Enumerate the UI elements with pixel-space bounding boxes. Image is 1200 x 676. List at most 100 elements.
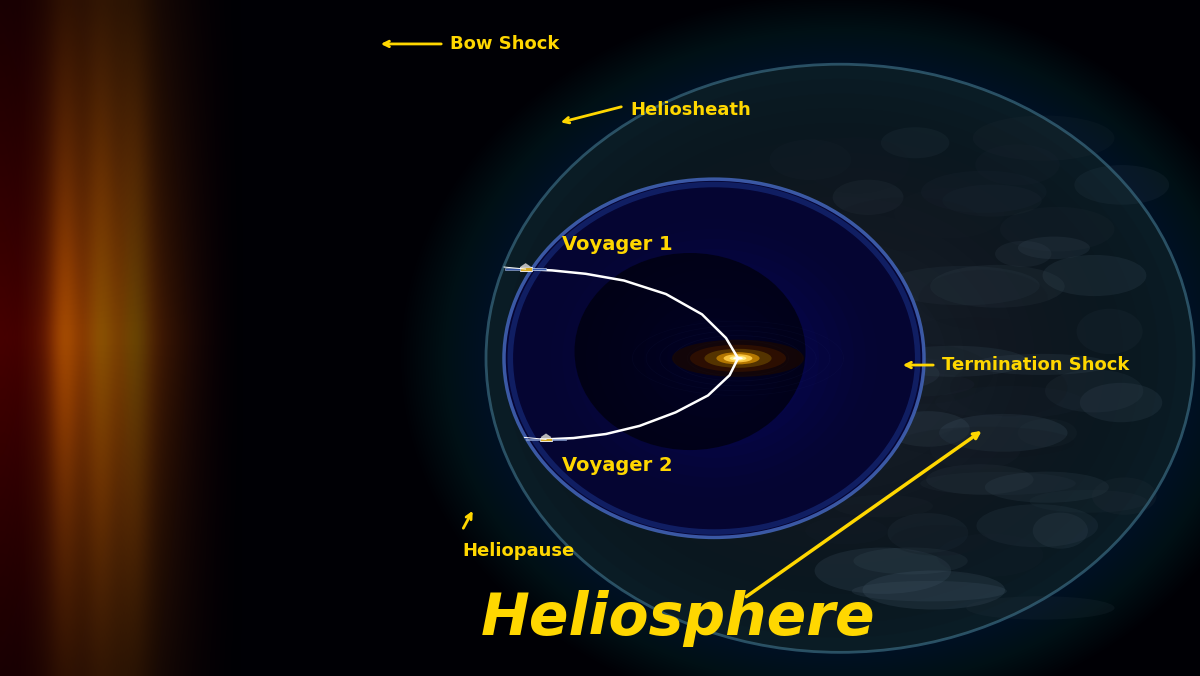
Ellipse shape [769, 139, 851, 180]
Ellipse shape [787, 314, 893, 402]
Ellipse shape [691, 339, 737, 378]
Ellipse shape [662, 211, 1018, 506]
Ellipse shape [930, 427, 1021, 470]
Ellipse shape [926, 464, 1033, 495]
Ellipse shape [521, 93, 1159, 623]
Ellipse shape [973, 354, 1110, 375]
Ellipse shape [598, 259, 830, 458]
Ellipse shape [966, 596, 1115, 620]
Ellipse shape [486, 64, 1194, 652]
Ellipse shape [1045, 370, 1144, 412]
Ellipse shape [504, 79, 1176, 637]
Ellipse shape [730, 356, 746, 361]
Bar [552, 439, 566, 440]
Ellipse shape [716, 256, 964, 461]
Ellipse shape [1074, 165, 1169, 205]
Ellipse shape [852, 581, 1007, 602]
Ellipse shape [575, 138, 1105, 579]
Ellipse shape [575, 253, 805, 450]
Ellipse shape [815, 548, 952, 594]
Ellipse shape [833, 356, 940, 391]
Ellipse shape [822, 343, 858, 373]
Ellipse shape [574, 239, 854, 478]
Ellipse shape [894, 188, 1004, 239]
Bar [540, 437, 552, 441]
Ellipse shape [930, 265, 1064, 308]
Ellipse shape [1030, 490, 1147, 513]
Ellipse shape [805, 517, 888, 544]
Text: Bow Shock: Bow Shock [450, 35, 559, 53]
Ellipse shape [698, 241, 982, 476]
Ellipse shape [976, 144, 1060, 185]
Text: Voyager 1: Voyager 1 [562, 235, 672, 254]
Ellipse shape [740, 382, 869, 413]
Ellipse shape [973, 116, 1115, 161]
Ellipse shape [937, 533, 1043, 577]
Ellipse shape [586, 249, 842, 468]
Ellipse shape [734, 270, 947, 447]
Ellipse shape [1033, 512, 1088, 549]
Ellipse shape [853, 548, 967, 575]
Ellipse shape [832, 197, 982, 250]
Ellipse shape [769, 299, 911, 417]
Ellipse shape [745, 368, 827, 414]
Ellipse shape [887, 411, 970, 447]
Ellipse shape [680, 226, 1000, 491]
Text: Heliosheath: Heliosheath [630, 101, 751, 118]
Ellipse shape [726, 368, 860, 421]
Ellipse shape [935, 386, 1085, 418]
Ellipse shape [504, 179, 924, 537]
Ellipse shape [690, 345, 786, 372]
Ellipse shape [940, 414, 1068, 452]
Ellipse shape [655, 308, 773, 408]
Ellipse shape [644, 299, 784, 418]
Text: Heliopause: Heliopause [462, 542, 575, 560]
Ellipse shape [880, 346, 1027, 377]
Ellipse shape [593, 153, 1087, 564]
Ellipse shape [620, 279, 808, 438]
Ellipse shape [563, 229, 865, 487]
Ellipse shape [920, 472, 1075, 495]
Ellipse shape [985, 472, 1109, 503]
Ellipse shape [847, 343, 992, 404]
Ellipse shape [922, 171, 1046, 213]
Bar [532, 268, 546, 270]
Ellipse shape [557, 123, 1123, 594]
Ellipse shape [628, 182, 1052, 535]
Ellipse shape [646, 197, 1034, 520]
Ellipse shape [863, 571, 1006, 610]
Bar [520, 267, 532, 271]
Ellipse shape [539, 108, 1141, 608]
Ellipse shape [918, 270, 1048, 329]
Ellipse shape [610, 167, 1070, 550]
Ellipse shape [667, 318, 761, 398]
Text: Termination Shock: Termination Shock [942, 356, 1129, 374]
Ellipse shape [805, 137, 910, 193]
Ellipse shape [486, 64, 1194, 652]
Ellipse shape [888, 513, 968, 553]
Ellipse shape [942, 185, 1042, 216]
Ellipse shape [1018, 237, 1090, 259]
Ellipse shape [1076, 309, 1142, 354]
Ellipse shape [527, 199, 901, 518]
Ellipse shape [1043, 255, 1146, 296]
Ellipse shape [504, 179, 924, 537]
Ellipse shape [632, 289, 796, 428]
Ellipse shape [516, 189, 912, 527]
Ellipse shape [781, 285, 902, 337]
Ellipse shape [1000, 207, 1115, 251]
Ellipse shape [899, 427, 1074, 458]
Ellipse shape [716, 352, 760, 364]
Ellipse shape [1080, 383, 1163, 422]
Ellipse shape [1018, 418, 1076, 447]
Polygon shape [541, 434, 551, 437]
Ellipse shape [805, 329, 876, 388]
Ellipse shape [702, 348, 726, 368]
Ellipse shape [724, 354, 752, 362]
Ellipse shape [887, 266, 1039, 306]
Ellipse shape [892, 318, 1056, 362]
Ellipse shape [881, 127, 949, 158]
Ellipse shape [834, 495, 932, 517]
Ellipse shape [751, 285, 929, 432]
Ellipse shape [539, 209, 889, 508]
